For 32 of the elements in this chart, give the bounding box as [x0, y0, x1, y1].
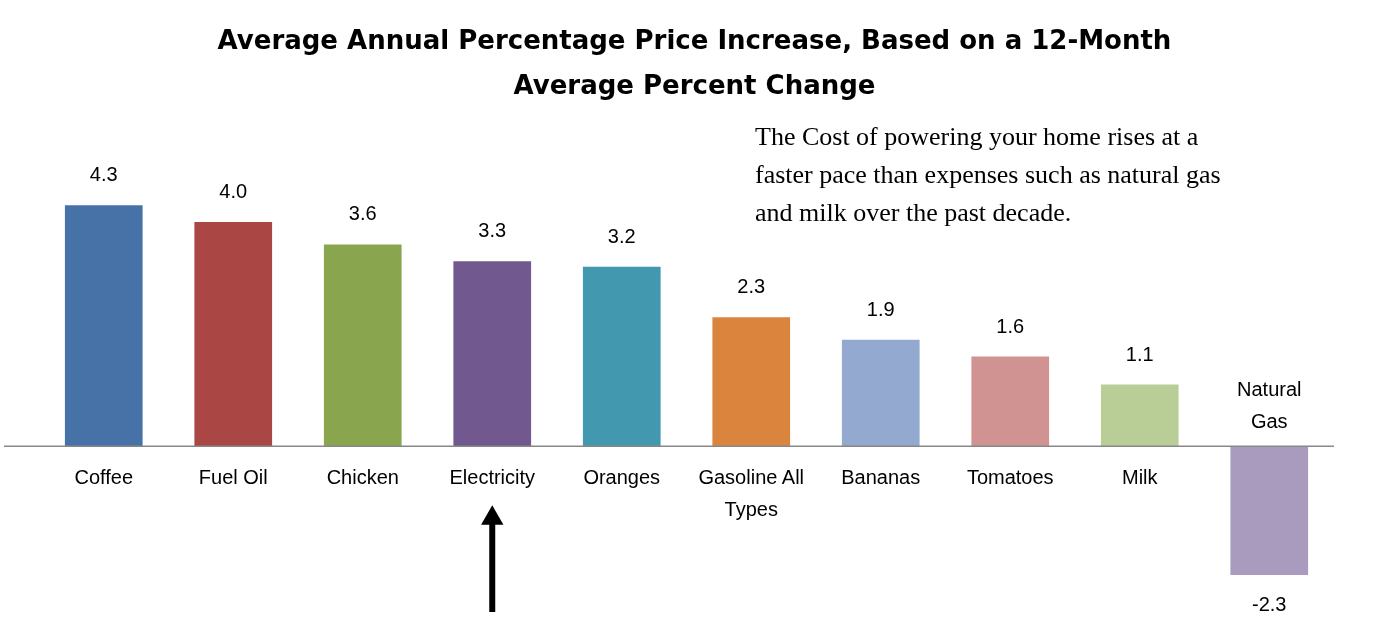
- x-tick-label: Bananas: [841, 466, 921, 489]
- bar: [64, 205, 143, 447]
- data-label: 1.1: [1125, 342, 1154, 365]
- data-label: 1.9: [866, 297, 895, 320]
- x-tick-label: Fuel Oil: [198, 466, 268, 489]
- x-tick-label: Milk: [1121, 466, 1159, 489]
- x-tick-label: Natural Gas: [1237, 378, 1302, 433]
- x-tick-label: Gasoline All Types: [698, 466, 805, 521]
- bar: [582, 266, 661, 447]
- bar: [712, 317, 791, 447]
- bar: [1230, 446, 1309, 576]
- data-label: 3.2: [607, 224, 636, 247]
- bar: [1100, 384, 1179, 447]
- x-tick-label: Oranges: [583, 466, 661, 489]
- data-label: 3.6: [348, 202, 377, 225]
- x-tick-label: Tomatoes: [966, 466, 1054, 489]
- data-label: -2.3: [1252, 593, 1287, 616]
- data-label: 4.0: [219, 180, 248, 203]
- x-tick-label: Chicken: [326, 466, 399, 489]
- data-label: 1.6: [996, 314, 1025, 337]
- annotation: The Cost of powering your home rises at a faster pace than expenses such as natural gas and milk over the past decade.: [755, 122, 1221, 227]
- chart-title: Average Annual Percentage Price Increase, Based on a 12-Month Average Percent Change: [217, 25, 1172, 100]
- data-label: 3.3: [478, 219, 507, 242]
- bar: [323, 244, 402, 447]
- data-label: 2.3: [737, 275, 766, 298]
- x-tick-label: Coffee: [74, 466, 134, 489]
- bar: [453, 261, 532, 447]
- bar: [841, 339, 920, 447]
- data-label: 4.3: [89, 163, 118, 186]
- bar: [971, 356, 1050, 447]
- x-tick-label: Electricity: [449, 466, 536, 489]
- bar: [194, 222, 273, 447]
